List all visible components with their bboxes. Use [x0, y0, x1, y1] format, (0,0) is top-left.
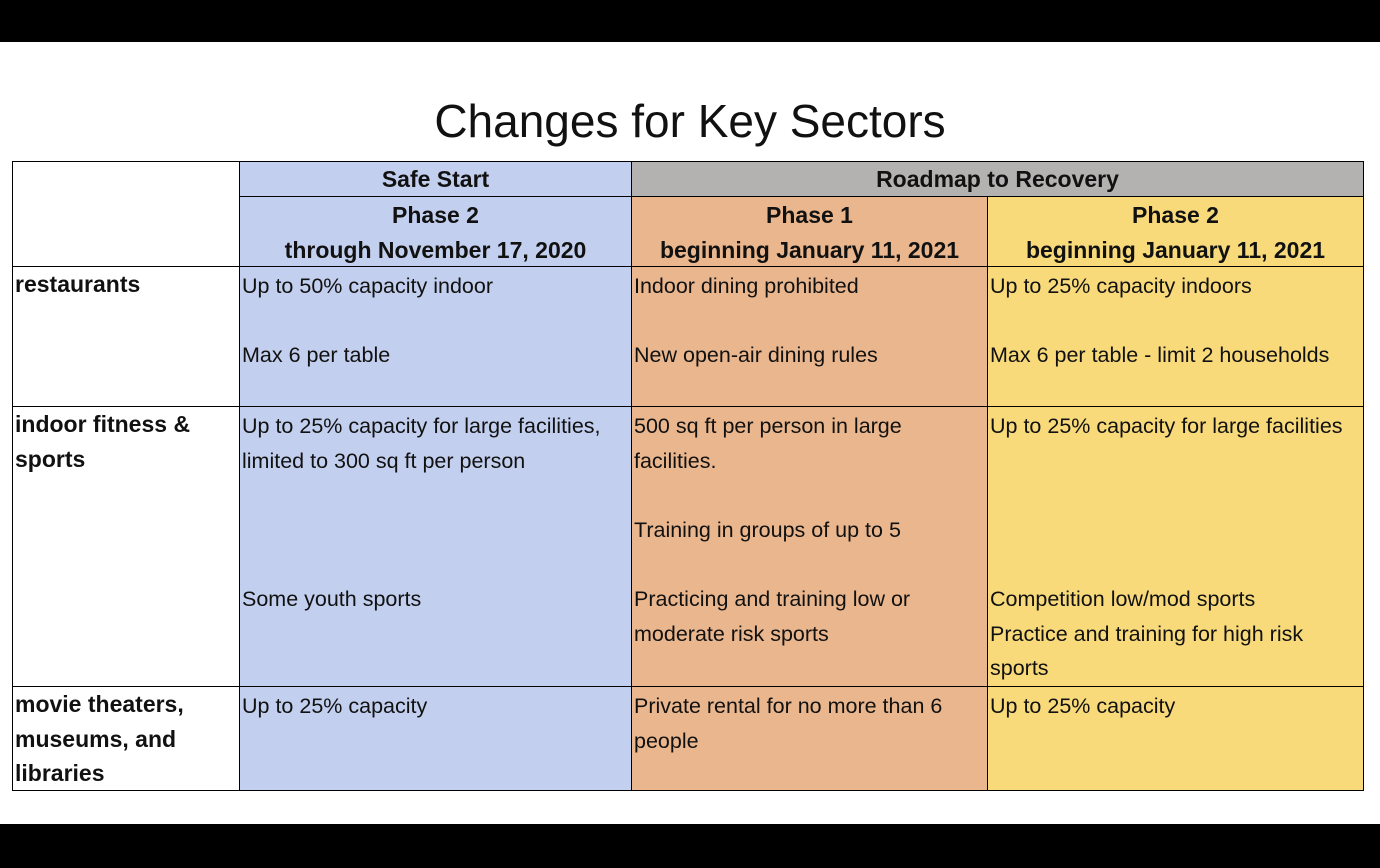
- slide-title: Changes for Key Sectors: [434, 95, 946, 147]
- cell-text: Training in groups of up to 5: [634, 517, 901, 542]
- sector-label: restaurants: [12, 266, 240, 407]
- cell-text: Max 6 per table: [242, 343, 391, 368]
- table-cell: Up to 50% capacity indoor Max 6 per table: [239, 266, 632, 407]
- table-cell: Up to 25% capacity for large facilities,…: [239, 406, 632, 687]
- date-label: beginning January 11, 2021: [1025, 236, 1326, 263]
- column-header: Phase 2 through November 17, 2020: [239, 196, 632, 267]
- table-cell: Up to 25% capacity: [987, 686, 1364, 791]
- letterbox-top: [0, 0, 1380, 42]
- table-cell: Private rental for no more than 6 people: [631, 686, 988, 791]
- cell-text: Indoor dining prohibited: [634, 274, 859, 298]
- cell-text: Max 6 per table - limit 2 households: [990, 343, 1330, 368]
- phase-label: Phase 2: [1132, 202, 1219, 228]
- letterbox-bottom: [0, 824, 1380, 868]
- cell-text: New open-air dining rules: [634, 343, 878, 368]
- date-label: through November 17, 2020: [284, 236, 587, 263]
- phase-label: Phase 1: [766, 202, 853, 228]
- cell-text: Practice and training for high risk spor…: [990, 621, 1304, 681]
- phase-label: Phase 2: [392, 202, 479, 228]
- table-cell: 500 sq ft per person in large facilities…: [631, 406, 988, 687]
- table-cell: Indoor dining prohibited New open-air din…: [631, 266, 988, 407]
- cell-text: 500 sq ft per person in large facilities…: [634, 414, 902, 473]
- column-header: Phase 1 beginning January 11, 2021: [631, 196, 988, 267]
- group-header: Safe Start: [239, 161, 632, 197]
- cell-text: Practicing and training low or moderate …: [634, 587, 911, 646]
- corner-cell: [12, 161, 240, 267]
- cell-text: Up to 25% capacity indoors: [990, 274, 1252, 298]
- cell-text: Up to 25% capacity for large facilities,…: [242, 414, 601, 473]
- cell-text: Private rental for no more than 6 people: [634, 694, 943, 753]
- column-header: Phase 2 beginning January 11, 2021: [987, 196, 1364, 267]
- sector-label: movie theaters, museums, and libraries: [12, 686, 240, 791]
- cell-text: Up to 25% capacity: [990, 694, 1176, 718]
- cell-text: Up to 25% capacity for large facilities: [990, 414, 1343, 438]
- sector-label: indoor fitness & sports: [12, 406, 240, 687]
- table-cell: Up to 25% capacity indoors Max 6 per tabl…: [987, 266, 1364, 407]
- cell-text: Up to 25% capacity: [242, 694, 428, 718]
- cell-text: Up to 50% capacity indoor: [242, 274, 493, 298]
- table-cell: Up to 25% capacity for large facilities C…: [987, 406, 1364, 687]
- date-label: beginning January 11, 2021: [659, 236, 960, 263]
- table-cell: Up to 25% capacity: [239, 686, 632, 791]
- group-header: Roadmap to Recovery: [631, 161, 1364, 197]
- cell-text: Some youth sports: [242, 587, 422, 611]
- cell-text: Competition low/mod sports: [990, 587, 1256, 611]
